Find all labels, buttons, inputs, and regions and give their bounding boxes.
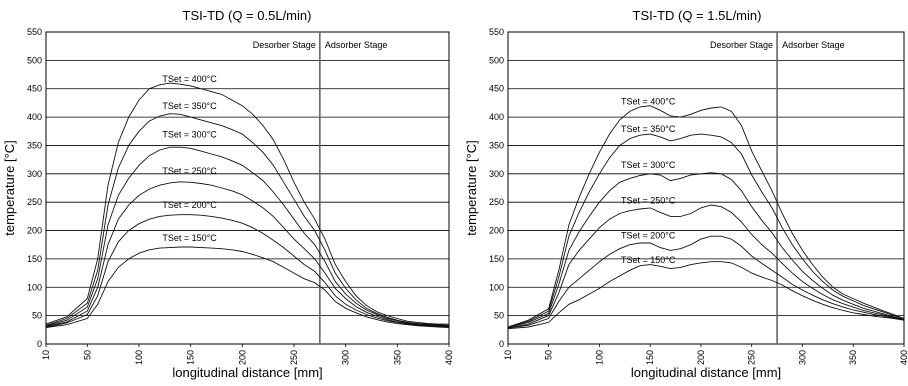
y-tick-label: 200 xyxy=(27,226,42,236)
series-line xyxy=(45,246,450,328)
series-label: TSet = 200°C xyxy=(162,200,217,210)
y-tick-label: 450 xyxy=(27,84,42,94)
y-axis-label: temperature [°C] xyxy=(2,140,17,236)
x-tick-label: 400 xyxy=(444,350,454,365)
series-line xyxy=(507,172,905,328)
x-tick-label: 400 xyxy=(899,350,908,365)
series-line xyxy=(507,204,905,329)
series-line xyxy=(507,105,905,328)
y-tick-label: 250 xyxy=(489,197,504,207)
x-tick-label: 350 xyxy=(392,350,402,365)
chart-1: 0 50 100 150 200 250 300 350 400 450 500 550 10 50 100… xyxy=(2,8,454,380)
y-tick-label: 300 xyxy=(489,169,504,179)
series-label: TSet = 300°C xyxy=(621,160,676,170)
x-tick-label: 200 xyxy=(237,350,247,365)
x-tick-label: 10 xyxy=(41,350,51,360)
y-tick-label: 300 xyxy=(27,169,42,179)
y-tick-label: 450 xyxy=(489,84,504,94)
plot-frame xyxy=(45,31,450,345)
adsorber-stage-label: Adsorber Stage xyxy=(325,40,388,50)
x-axis-label: longitudinal distance [mm] xyxy=(172,365,322,380)
x-tick-label: 10 xyxy=(503,350,513,360)
y-tick-label: 550 xyxy=(27,27,42,37)
y-tick-label: 0 xyxy=(37,339,42,349)
y-tick-label: 150 xyxy=(27,254,42,264)
y-tick-label: 250 xyxy=(27,197,42,207)
y-tick-label: 200 xyxy=(489,226,504,236)
series-label: TSet = 150°C xyxy=(162,233,217,243)
y-tick-label: 400 xyxy=(489,112,504,122)
chart-2: 0 50 100 150 200 250 300 350 400 450 500 550 10 50 100… xyxy=(464,8,908,380)
x-tick-label: 250 xyxy=(289,350,299,365)
series-label: TSet = 150°C xyxy=(621,255,676,265)
x-tick-label: 300 xyxy=(797,350,807,365)
series-label: TSet = 250°C xyxy=(621,195,676,205)
y-tick-label: 400 xyxy=(27,112,42,122)
x-tick-label: 100 xyxy=(594,350,604,365)
series-line xyxy=(45,82,449,325)
series-line xyxy=(507,235,905,329)
x-tick-label: 50 xyxy=(544,350,554,360)
desorber-stage-label: Desorber Stage xyxy=(253,40,316,50)
series-label: TSet = 350°C xyxy=(621,124,676,134)
y-tick-label: 500 xyxy=(27,55,42,65)
series-line xyxy=(507,133,905,328)
y-tick-label: 150 xyxy=(489,254,504,264)
x-tick-label: 350 xyxy=(848,350,858,365)
adsorber-stage-label: Adsorber Stage xyxy=(782,40,845,50)
chart-title: TSI-TD (Q = 1.5L/min) xyxy=(633,8,762,23)
y-tick-label: 100 xyxy=(489,282,504,292)
series-line xyxy=(45,181,450,327)
plot-frame xyxy=(507,31,905,345)
x-tick-label: 300 xyxy=(341,350,351,365)
desorber-stage-label: Desorber Stage xyxy=(710,40,773,50)
x-tick-label: 150 xyxy=(645,350,655,365)
y-axis-label: temperature [°C] xyxy=(464,140,479,236)
y-tick-label: 0 xyxy=(499,339,504,349)
y-tick-label: 50 xyxy=(494,311,504,321)
series-line xyxy=(45,146,450,327)
x-tick-label: 150 xyxy=(186,350,196,365)
x-tick-label: 100 xyxy=(134,350,144,365)
x-tick-label: 50 xyxy=(82,350,92,360)
series-label: TSet = 200°C xyxy=(621,230,676,240)
series-line xyxy=(45,214,450,328)
y-tick-label: 350 xyxy=(27,140,42,150)
y-tick-label: 500 xyxy=(489,55,504,65)
series-label: TSet = 400°C xyxy=(162,74,217,84)
series-label: TSet = 400°C xyxy=(621,97,676,107)
x-tick-label: 200 xyxy=(696,350,706,365)
series-label: TSet = 250°C xyxy=(162,166,217,176)
x-tick-label: 250 xyxy=(747,350,757,365)
series-line xyxy=(45,113,450,326)
y-tick-label: 50 xyxy=(32,311,42,321)
y-tick-label: 550 xyxy=(489,27,504,37)
x-axis-label: longitudinal distance [mm] xyxy=(631,365,781,380)
chart-title: TSI-TD (Q = 0.5L/min) xyxy=(183,8,312,23)
y-tick-label: 100 xyxy=(27,282,42,292)
y-tick-label: 350 xyxy=(489,140,504,150)
series-label: TSet = 350°C xyxy=(162,101,217,111)
series-line xyxy=(507,261,905,330)
series-label: TSet = 300°C xyxy=(162,130,217,140)
